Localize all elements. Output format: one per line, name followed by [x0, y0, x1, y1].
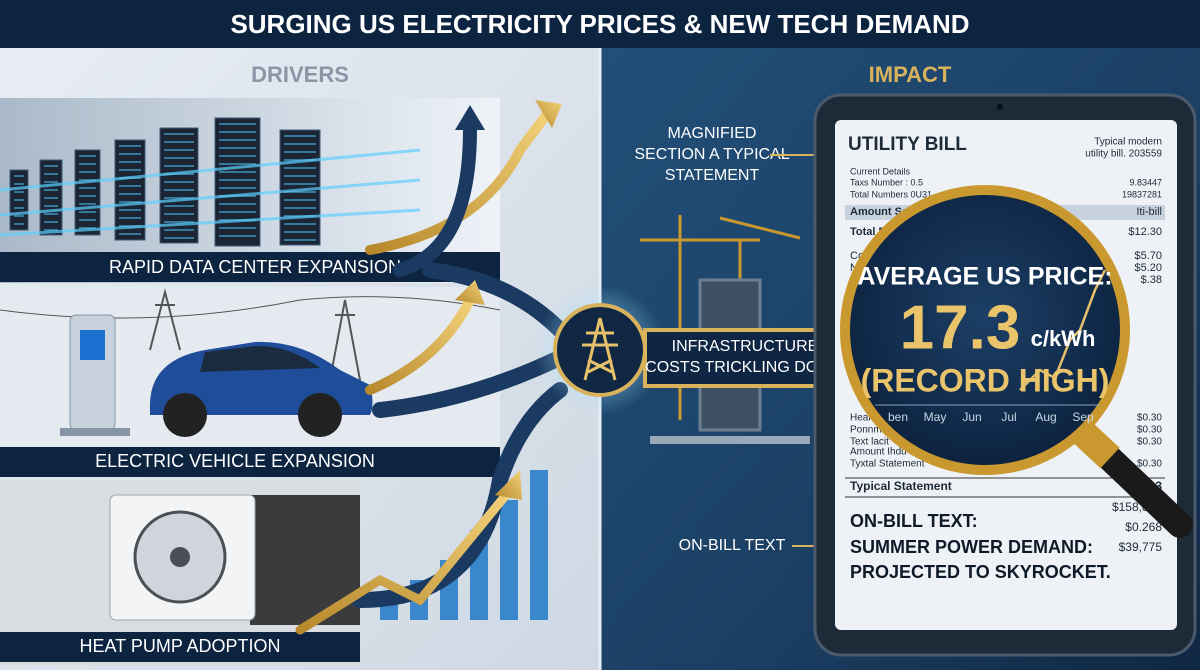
on-bill-text: SUMMER POWER DEMAND: [850, 537, 1093, 557]
server-rack [74, 149, 101, 236]
hub-label: COSTS TRICKLING DOWN [645, 359, 845, 376]
arrow-heads [455, 100, 562, 500]
title: SURGING US ELECTRICITY PRICES & NEW TECH… [230, 9, 969, 39]
bill-amount: $0.268 [1125, 520, 1162, 534]
bill-row-label: Current Details [850, 166, 911, 176]
charger-base [60, 428, 130, 436]
arrow [365, 105, 555, 255]
bill-row-value: 9.83447 [1129, 177, 1162, 187]
bill-title: UTILITY BILL [848, 134, 967, 155]
on-bill-text: ON-BILL TEXT: [850, 511, 978, 531]
callout: ON-BILL TEXT [679, 537, 786, 554]
magnifier-lens [840, 185, 1130, 475]
price-note: (RECORD HIGH) [861, 362, 1110, 398]
arrow-head [455, 105, 485, 130]
light-streaks [0, 148, 421, 237]
server-rack [214, 117, 261, 247]
pylon-icon [582, 317, 618, 381]
on-bill-text: PROJECTED TO SKYROCKET. [850, 562, 1111, 582]
label-bar [0, 632, 360, 662]
callout: MAGNIFIED SECTION A TYPICAL STATEMENT [634, 125, 789, 184]
month-label: Aug [1035, 410, 1056, 424]
price-label: AVERAGE US PRICE: [857, 263, 1112, 291]
driver-label: RAPID DATA CENTER EXPANSION [109, 257, 401, 277]
arrow [295, 485, 515, 635]
bill-note: Typical modern [1094, 137, 1162, 148]
server-rack [114, 139, 146, 241]
arrow [352, 382, 568, 608]
driver-label: HEAT PUMP ADOPTION [79, 636, 280, 656]
bill-row-value: $12.30 [1128, 226, 1162, 238]
heat-pump-scene: HEAT PUMP ADOPTION [0, 470, 548, 665]
arrow [372, 352, 563, 418]
camera [997, 104, 1003, 110]
driver-label: ELECTRIC VEHICLE EXPANSION [95, 451, 375, 471]
pylons [149, 288, 361, 381]
price-unit: c/kWh [1031, 326, 1096, 351]
wheel [298, 393, 342, 437]
title-bar [0, 0, 1200, 48]
arrow-head [495, 470, 522, 500]
price-value: 17.3 [900, 293, 1021, 362]
price-trend [1019, 269, 1107, 391]
bill-row-label: Heal [850, 413, 871, 424]
month-label: Jun [962, 410, 981, 424]
bill-row-label: Text lacit [850, 437, 889, 448]
hub-label: INFRASTRUCTURE [672, 338, 819, 355]
bill-row-label: Taxs Number : 0.5 [850, 177, 923, 187]
bill-row-value: $0.30 [1137, 425, 1162, 436]
bill-row-label: Tyxtal Statement [850, 459, 925, 470]
deco-bar [500, 500, 518, 620]
bill-row-value: $0.30 [1137, 437, 1162, 448]
arrow-head [455, 280, 485, 305]
month-label: May [924, 410, 947, 424]
bill-row-value: $5.70 [1134, 250, 1162, 262]
bill-statement: Typical Statement [850, 479, 952, 493]
impact-heading: IMPACT [869, 62, 952, 87]
bill-row-label: Amount Se [850, 206, 908, 218]
ev-scene: ELECTRIC VEHICLE EXPANSION [0, 287, 501, 477]
bill-note: utility bill. 203559 [1085, 149, 1162, 160]
callout: MAGNIFIED [668, 125, 757, 142]
server-racks [9, 117, 321, 247]
bill-row-value: $.38 [1141, 274, 1162, 286]
arrow-head [535, 100, 562, 128]
bill-row-value: $0.30 [1137, 413, 1162, 424]
month-label: ben [888, 410, 908, 424]
bill-row-label: Total Numbers 0U31 [850, 189, 932, 199]
arrow [393, 123, 477, 277]
month-label: Sep [1072, 410, 1094, 424]
cranes [640, 215, 801, 420]
callout: STATEMENT [665, 167, 760, 184]
bill-row-value: Iti-bill [1136, 206, 1162, 218]
arrow [365, 295, 475, 395]
charger-screen [80, 330, 105, 360]
wheel [163, 393, 207, 437]
data-center-scene: RAPID DATA CENTER EXPANSION [0, 98, 500, 283]
month-axis: ben May Jun Jul Aug Sep [875, 404, 1100, 424]
bill-row-label: Ponnm [850, 425, 882, 436]
bill-row-value: $0.30 [1137, 459, 1162, 470]
drivers-heading: DRIVERS [251, 62, 349, 87]
bill-row-value: $5.20 [1134, 262, 1162, 274]
bill-row-value: 19837281 [1122, 189, 1162, 199]
deco-bar [530, 470, 548, 620]
bill-amount: $39,775 [1119, 540, 1163, 554]
car-window [200, 345, 320, 372]
callout: SECTION A TYPICAL [634, 146, 789, 163]
fan-hub [170, 547, 190, 567]
label-bar [0, 447, 500, 477]
month-label: Jul [1001, 410, 1016, 424]
